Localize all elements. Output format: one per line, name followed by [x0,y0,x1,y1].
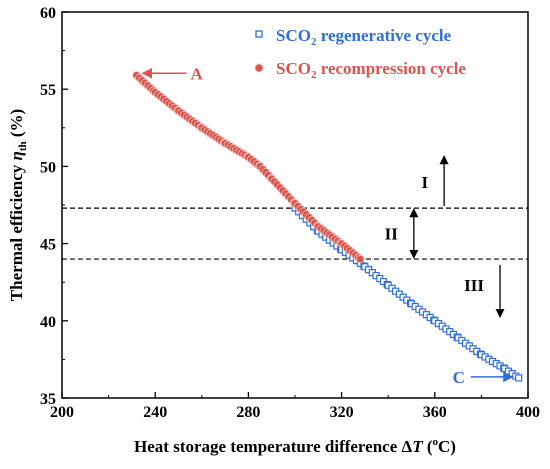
legend-label-regenerative: SCO2 regenerative cycle [276,26,452,48]
x-tick-label: 240 [143,404,167,421]
region-iii-label: III [464,276,484,295]
legend-label-recompression: SCO2 recompression cycle [276,59,466,81]
x-tick-label: 400 [516,404,540,421]
y-tick-label: 50 [40,159,56,176]
y-tick-label: 40 [40,314,56,331]
y-tick-label: 35 [40,391,56,408]
point-c-label: C [453,368,465,387]
region-ii-label: II [385,225,399,244]
y-tick-label: 45 [40,237,56,254]
axis-ticks: 200 240 280 320 360 400 35 40 45 50 55 60 [40,5,540,421]
x-tick-label: 200 [50,404,74,421]
x-tick-label: 360 [423,404,447,421]
legend-marker-regenerative [255,30,263,38]
legend-marker-recompression [254,63,264,73]
legend: SCO2 regenerative cycle SCO2 recompressi… [254,26,466,81]
y-tick-label: 55 [40,82,56,99]
x-tick-label: 320 [330,404,354,421]
x-axis-title: Heat storage temperature difference ΔT (… [134,436,456,456]
region-i-label: I [421,173,428,192]
threshold-lines [62,207,528,260]
y-axis-title: Thermal efficiency ηth (%) [7,109,29,301]
data-series [132,71,523,382]
y-tick-label: 60 [40,5,56,22]
point-a-label: A [191,64,204,83]
regenerative-point [515,374,523,382]
recompression-point [356,254,365,264]
x-tick-label: 280 [236,404,260,421]
